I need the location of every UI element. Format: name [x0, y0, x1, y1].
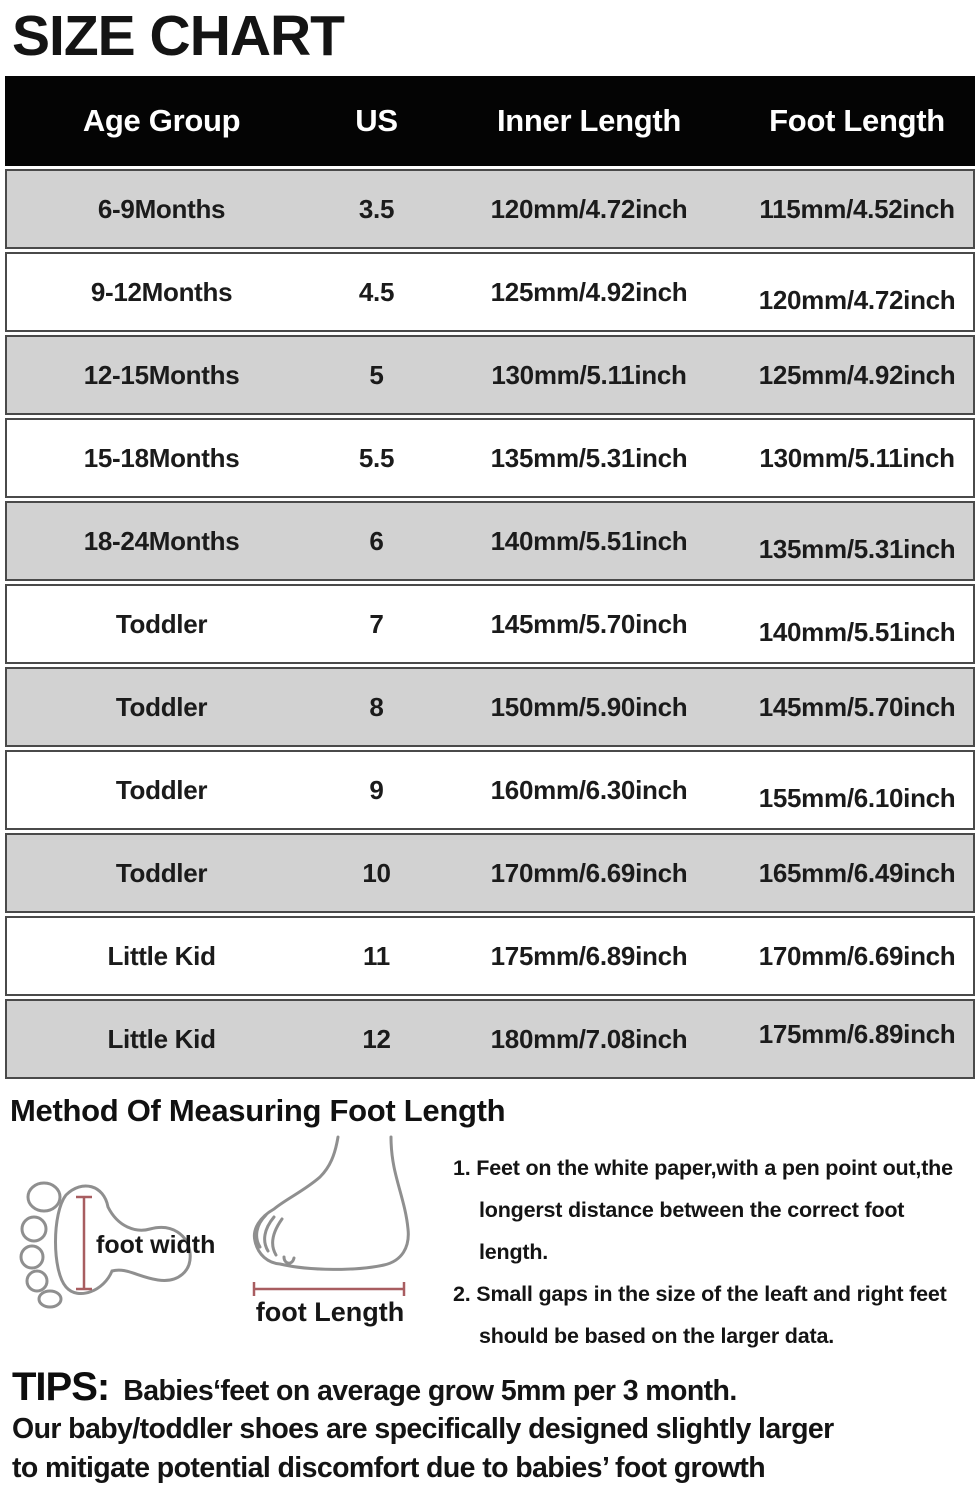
cell-inner-length: 160mm/6.30inch: [490, 774, 688, 805]
method-heading: Method Of Measuring Foot Length: [10, 1093, 506, 1128]
instruction-line: 2. Small gaps in the size of the leaft a…: [453, 1282, 947, 1306]
instruction-line: should be based on the larger data.: [479, 1324, 834, 1348]
cell-us-size: 7: [369, 608, 384, 639]
cell-foot-length: 135mm/5.31inch: [758, 533, 956, 564]
cell-inner-length: 175mm/6.89inch: [490, 940, 688, 971]
cell-foot-length: 145mm/5.70inch: [758, 691, 956, 722]
foot-length-label: foot Length: [256, 1297, 404, 1327]
table-row: Little Kid 11 175mm/6.89inch 170mm/6.69i…: [5, 916, 975, 996]
table-row: Toddler 7 145mm/5.70inch 140mm/5.51inch: [5, 584, 975, 664]
toe-detail-lines: [255, 1213, 296, 1265]
table-header-cell: US: [355, 103, 398, 138]
cell-us-size: 10: [362, 857, 391, 888]
cell-foot-length: 165mm/6.49inch: [758, 857, 956, 888]
foot-width-measure-line: [76, 1195, 92, 1291]
cell-foot-length: 125mm/4.92inch: [758, 359, 956, 390]
cell-inner-length: 120mm/4.72inch: [490, 193, 688, 224]
cell-age-group: Little Kid: [107, 1023, 216, 1054]
cell-foot-length: 155mm/6.10inch: [758, 782, 956, 813]
cell-us-size: 11: [363, 940, 390, 971]
table-row: Toddler 8 150mm/5.90inch 145mm/5.70inch: [5, 667, 975, 747]
table-row: Little Kid 12 180mm/7.08inch 175mm/6.89i…: [5, 999, 975, 1079]
cell-inner-length: 180mm/7.08inch: [490, 1023, 688, 1054]
cell-foot-length: 115mm/4.52inch: [759, 193, 955, 224]
toe-circle: [19, 1244, 45, 1270]
table-header-cell: Foot Length: [769, 103, 945, 138]
table-row: 18-24Months 6 140mm/5.51inch 135mm/5.31i…: [5, 501, 975, 581]
tips-label: TIPS:: [12, 1365, 110, 1409]
cell-us-size: 6: [369, 525, 384, 556]
cell-foot-length: 130mm/5.11inch: [759, 442, 955, 473]
cell-inner-length: 140mm/5.51inch: [490, 525, 688, 556]
cell-age-group: Toddler: [115, 691, 208, 722]
tips-first-line: TIPS: Babies‘feet on average grow 5mm pe…: [12, 1365, 970, 1410]
table-row: 6-9Months 3.5 120mm/4.72inch 115mm/4.52i…: [5, 169, 975, 249]
footprint-outline: [54, 1184, 192, 1296]
cell-us-size: 5: [369, 359, 384, 390]
cell-age-group: Toddler: [115, 608, 208, 639]
cell-us-size: 8: [369, 691, 384, 722]
foot-side-view-diagram: foot Length: [252, 1135, 410, 1327]
cell-inner-length: 125mm/4.92inch: [490, 276, 688, 307]
cell-age-group: Toddler: [115, 857, 208, 888]
instruction-line: longerst distance between the correct fo…: [479, 1198, 905, 1264]
toe-circle: [25, 1269, 49, 1293]
toe-circle: [20, 1215, 48, 1243]
foot-top-view-diagram: foot width: [19, 1181, 215, 1309]
measure-instructions: 1. Feet on the white paper,with a pen po…: [443, 1131, 980, 1357]
foot-length-measure-line: [252, 1282, 406, 1296]
cell-inner-length: 135mm/5.31inch: [490, 442, 688, 473]
cell-us-size: 3.5: [358, 193, 395, 224]
tips-line-1: Babies‘feet on average grow 5mm per 3 mo…: [123, 1375, 737, 1407]
cell-us-size: 12: [362, 1023, 391, 1054]
cell-us-size: 4.5: [358, 276, 395, 307]
cell-foot-length: 140mm/5.51inch: [758, 616, 956, 647]
table-header-cell: Age Group: [82, 103, 241, 138]
cell-age-group: 6-9Months: [97, 193, 226, 224]
tips-line-3: to mitigate potential discomfort due to …: [12, 1452, 766, 1484]
cell-age-group: 18-24Months: [83, 525, 240, 556]
cell-age-group: 15-18Months: [83, 442, 240, 473]
cell-us-size: 5.5: [358, 442, 395, 473]
size-table: Age Group US Inner Length Foot Length 6-…: [5, 76, 975, 1079]
cell-age-group: 9-12Months: [90, 276, 233, 307]
tips-section: TIPS: Babies‘feet on average grow 5mm pe…: [12, 1365, 970, 1488]
foot-width-label: foot width: [96, 1231, 215, 1259]
table-row: 15-18Months 5.5 135mm/5.31inch 130mm/5.1…: [5, 418, 975, 498]
table-row: 9-12Months 4.5 125mm/4.92inch 120mm/4.72…: [5, 252, 975, 332]
cell-us-size: 9: [369, 774, 384, 805]
measure-section: foot width foot Length 1. Feet on the wh…: [0, 1131, 980, 1357]
instruction-line: 1. Feet on the white paper,with a pen po…: [453, 1156, 953, 1180]
cell-foot-length: 175mm/6.89inch: [758, 1018, 956, 1049]
big-toe-circle: [26, 1181, 62, 1213]
table-body: 6-9Months 3.5 120mm/4.72inch 115mm/4.52i…: [5, 169, 975, 1079]
cell-age-group: 12-15Months: [83, 359, 240, 390]
table-row: Toddler 9 160mm/6.30inch 155mm/6.10inch: [5, 750, 975, 830]
page-title: SIZE CHART: [12, 4, 345, 68]
cell-inner-length: 170mm/6.69inch: [490, 857, 688, 888]
toe-circle: [37, 1289, 63, 1309]
table-row: Toddler 10 170mm/6.69inch 165mm/6.49inch: [5, 833, 975, 913]
foot-side-outline: [252, 1135, 410, 1271]
cell-inner-length: 150mm/5.90inch: [490, 691, 688, 722]
cell-inner-length: 130mm/5.11inch: [491, 359, 687, 390]
cell-foot-length: 120mm/4.72inch: [758, 284, 956, 315]
table-header-cell: Inner Length: [496, 103, 682, 138]
table-row: 12-15Months 5 130mm/5.11inch 125mm/4.92i…: [5, 335, 975, 415]
cell-age-group: Toddler: [115, 774, 208, 805]
tips-line-2: Our baby/toddler shoes are specifically …: [12, 1413, 834, 1445]
table-header-row: Age Group US Inner Length Foot Length: [5, 76, 975, 166]
cell-age-group: Little Kid: [107, 940, 216, 971]
cell-inner-length: 145mm/5.70inch: [490, 608, 688, 639]
cell-foot-length: 170mm/6.69inch: [758, 940, 956, 971]
